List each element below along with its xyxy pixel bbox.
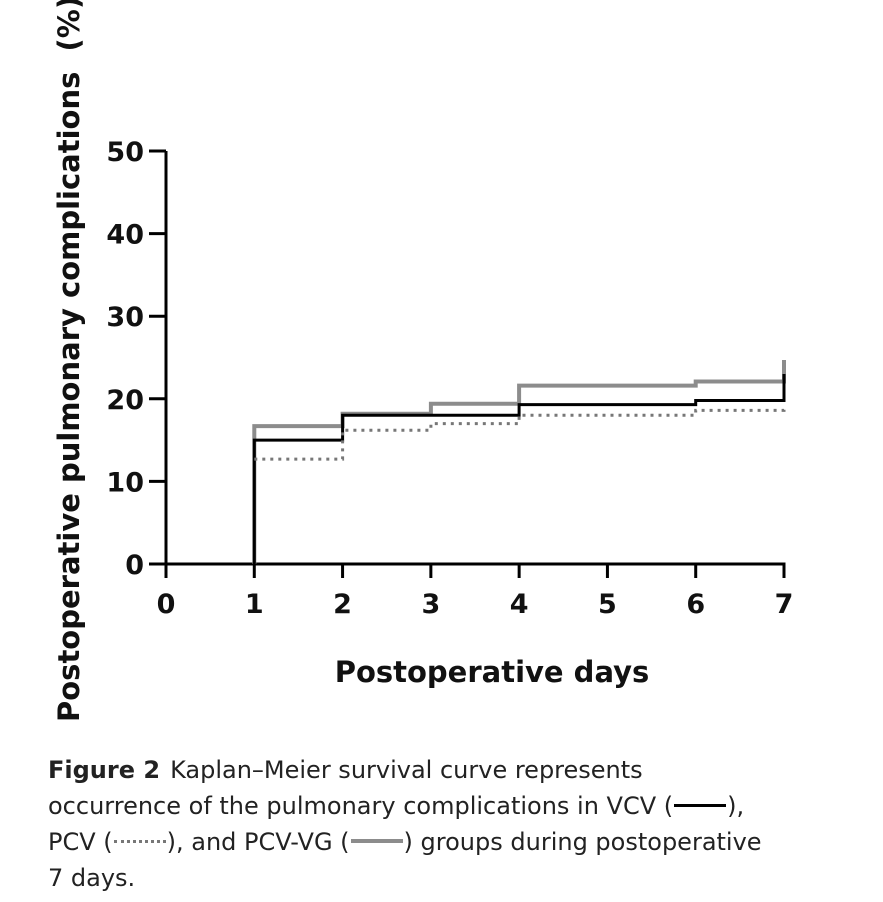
caption-text-2a: occurrence of the pulmonary complication… [48, 792, 674, 820]
figure-caption: Figure 2 Kaplan–Meier survival curve repr… [48, 752, 848, 896]
series-line-vcv [252, 374, 786, 564]
caption-text-3a: PCV ( [48, 828, 113, 856]
x-tick-label: 5 [598, 589, 617, 620]
y-tick-label: 10 [106, 467, 144, 498]
x-axis-title: Postoperative days [335, 655, 650, 689]
km-chart: 0 10 20 30 40 50 0 1 2 3 4 5 6 7 Postoperative days P… [52, 0, 793, 722]
legend-swatch-pcv-vg [350, 839, 403, 843]
y-tick-label: 40 [106, 220, 144, 251]
caption-line-2: occurrence of the pulmonary complication… [48, 788, 848, 824]
y-tick-label: 0 [125, 550, 144, 581]
legend-swatch-vcv [674, 803, 727, 807]
y-tick-label: 30 [106, 302, 144, 333]
caption-line-3: PCV ( ), and PCV-VG ( ) groups during post… [48, 824, 848, 860]
y-tick-label: 20 [106, 385, 144, 416]
x-tick-label: 1 [245, 589, 264, 620]
caption-text-3c: ) groups during postoperative [403, 828, 762, 856]
series-layer [252, 360, 786, 564]
x-tick-label: 4 [510, 589, 529, 620]
caption-text-1: Kaplan–Meier survival curve represents [170, 756, 643, 784]
caption-text-2b: ), [727, 792, 745, 820]
x-tick-label: 0 [157, 589, 176, 620]
x-tick-label: 2 [333, 589, 352, 620]
caption-text-4: 7 days. [48, 864, 136, 892]
x-tick-label: 6 [686, 589, 705, 620]
caption-line-4: 7 days. [48, 860, 848, 896]
x-tick-label: 7 [775, 589, 794, 620]
series-line-pcv-vg [252, 360, 786, 564]
caption-line-1: Figure 2 Kaplan–Meier survival curve repr… [48, 752, 848, 788]
y-axis-title: Postoperative pulmonary complications (%… [52, 0, 86, 722]
x-tick-label: 3 [421, 589, 440, 620]
figure-label: Figure 2 [48, 756, 161, 784]
caption-text-3b: ), and PCV-VG ( [166, 828, 350, 856]
legend-swatch-pcv [113, 839, 166, 843]
axes: 0 10 20 30 40 50 0 1 2 3 4 5 6 7 [106, 137, 793, 620]
y-tick-label: 50 [106, 137, 144, 168]
